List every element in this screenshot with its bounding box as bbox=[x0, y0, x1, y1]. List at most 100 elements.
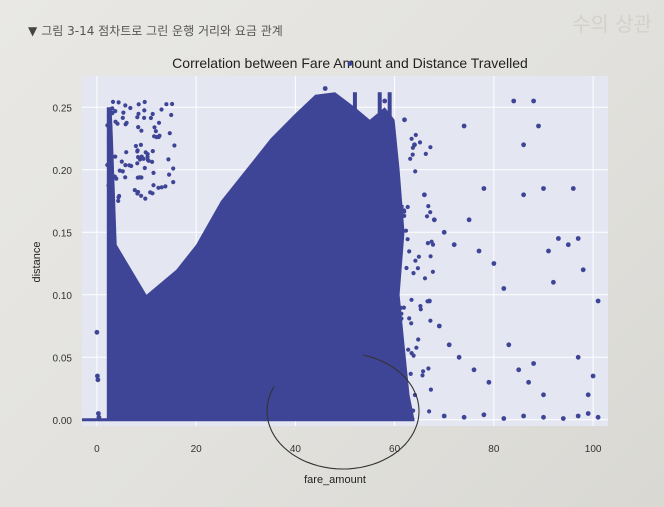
scatter-point bbox=[526, 379, 531, 385]
figure-caption: ▼ 그림 3-14 점차트로 그린 운행 거리와 요금 관계 bbox=[28, 22, 283, 39]
point bbox=[123, 122, 128, 127]
point bbox=[417, 140, 423, 145]
scatter-point bbox=[595, 414, 601, 420]
x-tick-label: 80 bbox=[488, 444, 500, 455]
point bbox=[108, 157, 113, 162]
point bbox=[414, 345, 419, 350]
scatter-point bbox=[427, 298, 432, 304]
point bbox=[421, 369, 426, 374]
point bbox=[405, 204, 410, 210]
point bbox=[409, 136, 414, 141]
point bbox=[105, 162, 110, 168]
point bbox=[405, 237, 410, 242]
scatter-point bbox=[575, 413, 581, 419]
point bbox=[411, 271, 416, 276]
point bbox=[110, 106, 115, 111]
point bbox=[171, 166, 176, 171]
point bbox=[407, 249, 412, 254]
point bbox=[142, 108, 147, 113]
point bbox=[105, 123, 110, 128]
scatter-point bbox=[536, 123, 541, 129]
scatter-point bbox=[595, 298, 601, 304]
scatter-point bbox=[560, 416, 566, 421]
point bbox=[123, 175, 128, 180]
point bbox=[132, 188, 137, 193]
scatter-point bbox=[506, 342, 512, 348]
point bbox=[428, 318, 433, 323]
point bbox=[135, 191, 140, 196]
scatter-point bbox=[491, 261, 497, 266]
point bbox=[110, 196, 115, 201]
point bbox=[136, 102, 141, 107]
scatter-point bbox=[402, 117, 407, 123]
caption-marker-icon: ▼ bbox=[28, 24, 38, 38]
scatter-point bbox=[431, 217, 437, 223]
point bbox=[117, 168, 122, 173]
scatter-point bbox=[565, 242, 571, 248]
point bbox=[416, 337, 421, 342]
point bbox=[415, 266, 420, 271]
point bbox=[430, 242, 436, 247]
point bbox=[172, 143, 177, 148]
point bbox=[142, 99, 147, 105]
point bbox=[422, 276, 428, 281]
point bbox=[137, 175, 142, 180]
scatter-point bbox=[521, 142, 526, 148]
point bbox=[135, 149, 140, 154]
scatter-point bbox=[531, 361, 536, 366]
point bbox=[401, 305, 406, 310]
point bbox=[106, 138, 111, 144]
scatter-point bbox=[461, 123, 467, 129]
point bbox=[428, 254, 433, 259]
scatter-point bbox=[322, 86, 328, 91]
point bbox=[428, 210, 433, 215]
point bbox=[143, 196, 148, 201]
dense-point-cloud bbox=[82, 92, 436, 422]
point bbox=[399, 204, 404, 209]
point bbox=[404, 265, 409, 271]
scatter-point bbox=[521, 413, 526, 419]
scatter-point bbox=[466, 217, 472, 223]
point bbox=[146, 158, 151, 163]
scatter-point bbox=[441, 413, 447, 419]
point bbox=[403, 228, 409, 233]
point bbox=[164, 102, 169, 107]
scatter-point bbox=[570, 186, 576, 191]
scatter-point bbox=[96, 414, 102, 420]
scatter-point bbox=[471, 367, 477, 373]
scatter-point bbox=[382, 98, 388, 104]
point bbox=[151, 183, 156, 188]
scatter-point bbox=[541, 186, 546, 191]
point bbox=[413, 258, 418, 263]
point bbox=[156, 185, 161, 190]
scatter-points bbox=[94, 61, 601, 421]
scatter-point bbox=[481, 412, 487, 418]
point bbox=[113, 154, 118, 159]
y-tick-label: 0.05 bbox=[53, 353, 73, 364]
point bbox=[427, 409, 432, 414]
scatter-point bbox=[476, 248, 482, 254]
point bbox=[426, 366, 431, 371]
point bbox=[152, 125, 157, 130]
point bbox=[135, 115, 140, 120]
y-tick-label: 0.00 bbox=[53, 416, 73, 427]
scatter-point bbox=[575, 354, 581, 360]
point bbox=[399, 311, 404, 316]
scatter-point bbox=[516, 367, 522, 373]
point bbox=[119, 159, 124, 164]
scatter-point bbox=[451, 242, 457, 248]
point bbox=[123, 163, 128, 168]
scatter-point bbox=[422, 192, 427, 198]
point bbox=[409, 321, 414, 326]
scatter-point bbox=[541, 392, 546, 398]
point bbox=[410, 152, 415, 157]
point bbox=[120, 115, 125, 120]
y-tick-label: 0.25 bbox=[53, 103, 73, 114]
point bbox=[418, 307, 423, 312]
point bbox=[411, 408, 416, 413]
point bbox=[148, 190, 153, 195]
scatter-point bbox=[347, 61, 353, 66]
point bbox=[406, 347, 411, 352]
x-tick-label: 0 bbox=[94, 444, 100, 455]
dense-region bbox=[106, 92, 415, 420]
